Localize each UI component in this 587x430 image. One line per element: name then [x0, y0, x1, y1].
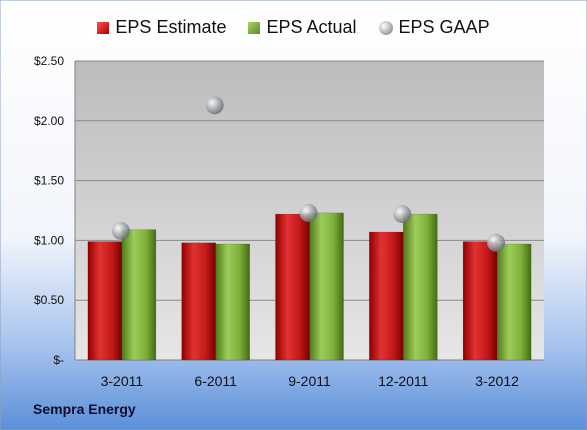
estimate-bar — [87, 241, 123, 361]
green-square-icon — [248, 21, 261, 34]
x-tick-label: 6-2011 — [194, 373, 237, 389]
gray-sphere-icon — [378, 20, 393, 35]
legend-label-gaap: EPS GAAP — [398, 17, 490, 37]
y-tick-label: $2.50 — [34, 54, 64, 68]
estimate-bar — [369, 231, 404, 361]
gaap-marker — [299, 203, 318, 222]
y-tick-label: $- — [53, 353, 64, 367]
actual-bar — [496, 243, 532, 361]
actual-bar — [215, 243, 250, 361]
legend-label-estimate: EPS Estimate — [115, 17, 227, 37]
y-tick-label: $1.50 — [34, 174, 64, 188]
x-tick-label: 3-2011 — [101, 373, 144, 389]
y-tick-label: $1.00 — [34, 233, 64, 247]
legend-item-estimate: EPS Estimate — [97, 17, 226, 38]
legend-item-gaap: EPS GAAP — [378, 17, 490, 38]
estimate-bar — [275, 213, 310, 361]
gaap-marker — [393, 205, 412, 224]
x-axis-ticks: 3-2011 6-2011 9-2011 12-2011 3-2012 — [101, 373, 519, 389]
gaap-markers — [111, 96, 506, 252]
gaap-marker — [111, 221, 130, 240]
legend-item-actual: EPS Actual — [248, 17, 357, 38]
y-tick-label: $2.00 — [34, 114, 64, 128]
actual-bar — [403, 213, 438, 361]
company-name: Sempra Energy — [33, 401, 136, 417]
red-square-icon — [97, 21, 110, 34]
estimate-bar — [181, 242, 216, 361]
gaap-marker — [487, 233, 506, 252]
y-axis-ticks: $- $0.50 $1.00 $1.50 $2.00 $2.50 — [34, 54, 64, 367]
actual-bar — [121, 229, 157, 361]
y-tick-label: $0.50 — [34, 293, 64, 307]
actual-bar — [309, 212, 344, 361]
estimate-bar — [462, 241, 498, 361]
legend-label-actual: EPS Actual — [266, 17, 357, 37]
x-tick-label: 9-2011 — [288, 373, 331, 389]
legend: EPS Estimate EPS Actual EPS GAAP — [0, 17, 587, 38]
bars — [87, 212, 532, 361]
gaap-marker — [205, 96, 224, 115]
x-tick-label: 12-2011 — [378, 373, 429, 389]
x-tick-label: 3-2012 — [475, 373, 519, 389]
